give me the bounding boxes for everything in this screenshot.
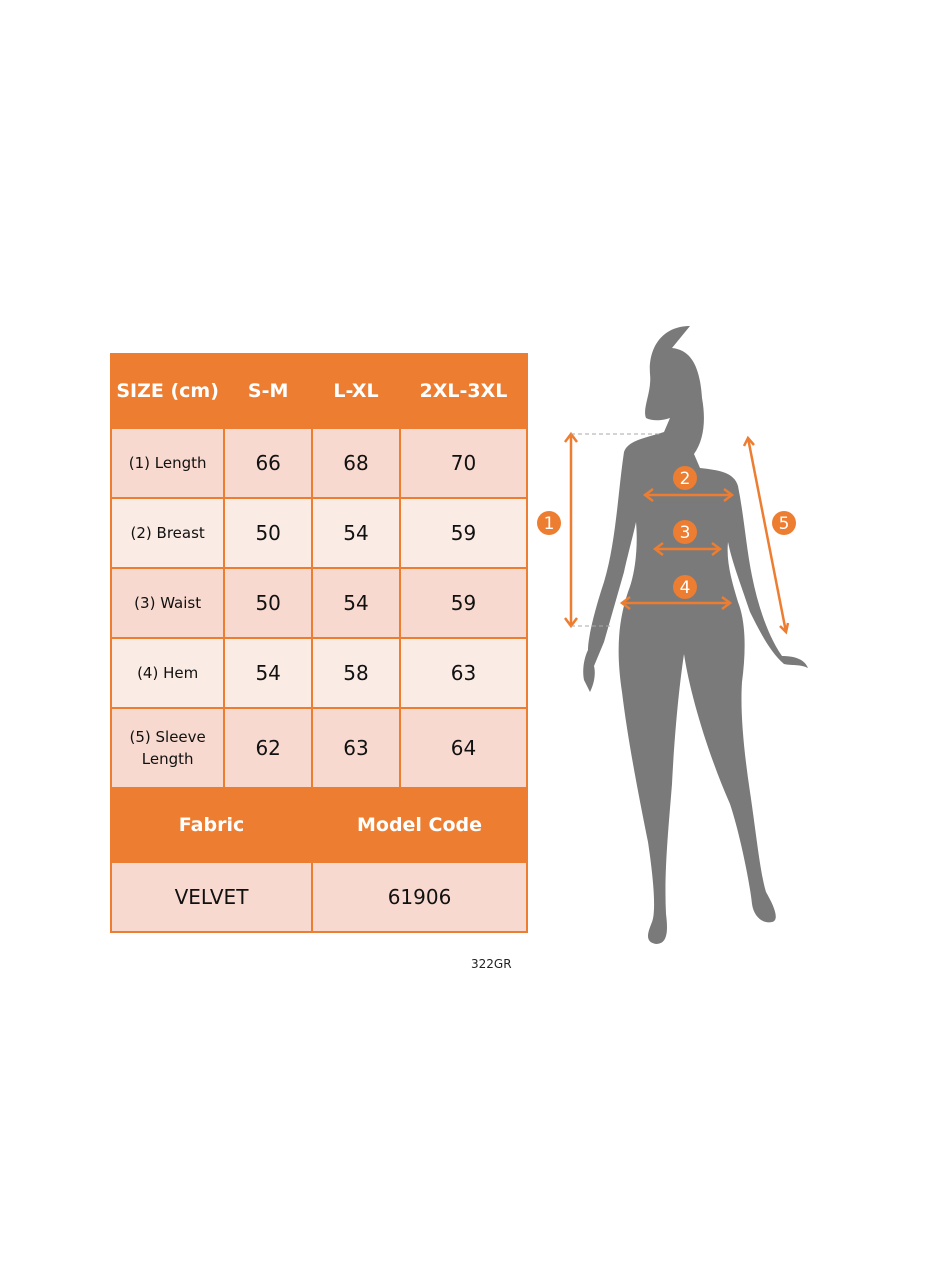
row-label: (1) Length — [109, 427, 226, 499]
cell: 54 — [311, 497, 401, 569]
header-row: SIZE (cm) S-M L-XL 2XL-3XL — [109, 353, 529, 429]
cell: 63 — [398, 637, 529, 709]
header-l-xl: L-XL — [311, 353, 401, 429]
row-label: (3) Waist — [109, 567, 226, 639]
measure-arrows — [564, 431, 790, 635]
table-row: (5) Sleeve Length 62 63 64 — [109, 707, 529, 789]
cell: 66 — [223, 427, 314, 499]
body-figure: 1 2 3 4 5 — [537, 326, 808, 944]
guide-lines — [571, 433, 660, 627]
product-code: 322GR — [471, 957, 512, 971]
table-row: (2) Breast 50 54 59 — [109, 497, 529, 569]
cell: 62 — [223, 707, 314, 789]
cell: 70 — [398, 427, 529, 499]
header-s-m: S-M — [223, 353, 314, 429]
model-code-value: 61906 — [311, 861, 528, 933]
cell: 50 — [223, 567, 314, 639]
cell: 54 — [311, 567, 401, 639]
table-row: (4) Hem 54 58 63 — [109, 637, 529, 709]
fabric-header-row: Fabric Model Code — [109, 787, 528, 863]
cell: 68 — [311, 427, 401, 499]
cell: 64 — [398, 707, 529, 789]
header-size: SIZE (cm) — [109, 353, 226, 429]
marker-5: 5 — [779, 514, 790, 534]
table-row: (1) Length 66 68 70 — [109, 427, 529, 499]
cell: 59 — [398, 497, 529, 569]
marker-1: 1 — [544, 514, 555, 534]
fabric-row: VELVET 61906 — [109, 861, 528, 933]
cell: 59 — [398, 567, 529, 639]
cell: 54 — [223, 637, 314, 709]
row-label: (5) Sleeve Length — [109, 707, 226, 789]
cell: 63 — [311, 707, 401, 789]
cell: 58 — [311, 637, 401, 709]
marker-2: 2 — [680, 469, 691, 489]
marker-3: 3 — [680, 523, 691, 543]
row-label: (2) Breast — [109, 497, 226, 569]
cell: 50 — [223, 497, 314, 569]
model-code-header: Model Code — [311, 787, 528, 863]
table-row: (3) Waist 50 54 59 — [109, 567, 529, 639]
size-table: SIZE (cm) S-M L-XL 2XL-3XL (1) Length 66… — [109, 353, 529, 933]
silhouette — [583, 326, 808, 944]
measure-markers — [537, 466, 796, 599]
fabric-value: VELVET — [109, 861, 314, 933]
row-label: (4) Hem — [109, 637, 226, 709]
marker-4: 4 — [680, 578, 691, 598]
fabric-header: Fabric — [109, 787, 314, 863]
header-2xl-3xl: 2XL-3XL — [398, 353, 529, 429]
